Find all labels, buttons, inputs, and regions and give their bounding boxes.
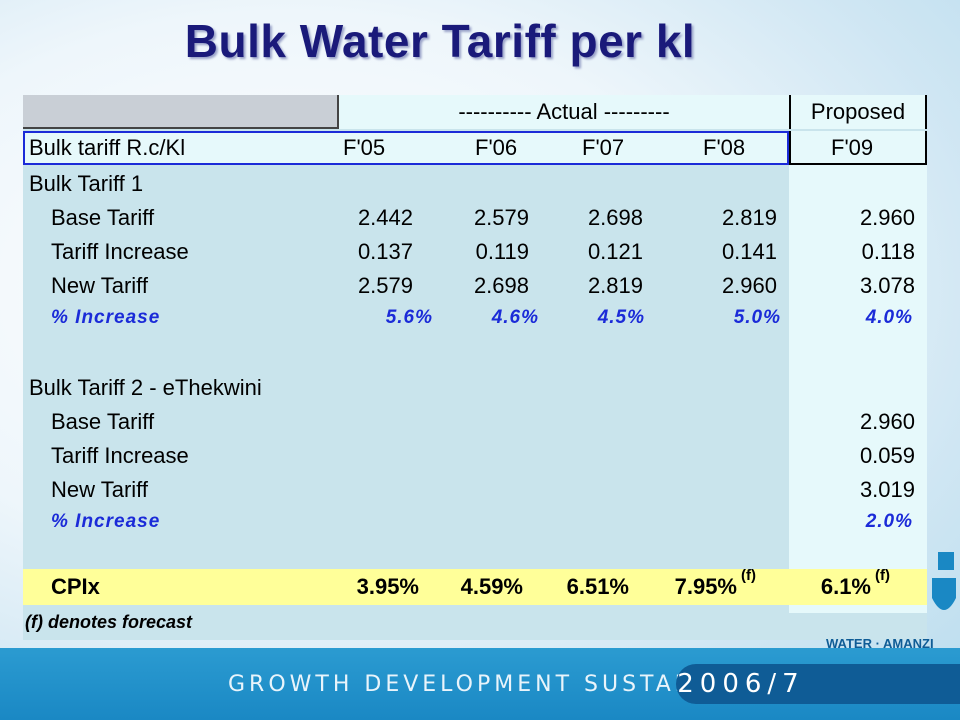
header-proposed-border — [789, 131, 927, 165]
cpix-value: 6.1% — [820, 574, 871, 599]
cell-value: 4.6% — [491, 307, 539, 328]
section-title: Bulk Tariff 2 - eThekwini — [29, 375, 262, 400]
cpix-row: CPIx 3.95% 4.59% 6.51% 7.95% (f) 6.1% (f… — [23, 567, 927, 605]
cpix-value: 4.59% — [460, 574, 523, 599]
table-row: % Increase 5.6% 4.6% 4.5% 5.0% 4.0% — [23, 301, 927, 335]
logo-text: WATER · AMANZI — [826, 636, 934, 651]
header-year: F'09 — [831, 135, 874, 160]
cell-value: 2.579 — [473, 205, 529, 230]
cell-value: 2.698 — [587, 205, 643, 230]
cpix-value: 3.95% — [356, 574, 419, 599]
cell-value: 2.698 — [473, 273, 529, 298]
cell-value: 0.119 — [475, 239, 529, 264]
row-label: Base Tariff — [51, 409, 155, 434]
table-row: Base Tariff 2.442 2.579 2.698 2.819 2.96… — [23, 201, 927, 235]
header-actual: ---------- Actual --------- — [339, 95, 789, 129]
row-label: Tariff Increase — [51, 443, 189, 468]
cell-value: 2.960 — [721, 273, 777, 298]
year-badge: 2006/7 — [676, 664, 806, 704]
header-blank-cell — [23, 95, 339, 129]
page-title-text: Bulk Water Tariff per kl — [184, 15, 696, 67]
tariff-table: ---------- Actual --------- Proposed Bul… — [23, 95, 927, 640]
proposed-column-bg — [789, 165, 927, 613]
cell-value: 2.0% — [865, 511, 913, 532]
cell-value: 2.579 — [357, 273, 413, 298]
table-header-top: ---------- Actual --------- Proposed — [23, 95, 927, 129]
forecast-marker: (f) — [875, 567, 890, 584]
header-year: F'07 — [582, 135, 625, 160]
header-actual-border — [23, 131, 789, 165]
cpix-value: 7.95% — [674, 574, 737, 599]
table-row: Tariff Increase 0.137 0.119 0.121 0.141 … — [23, 235, 927, 269]
cell-value: 3.078 — [859, 273, 915, 298]
forecast-marker: (f) — [741, 567, 756, 584]
cell-value: 4.0% — [865, 307, 913, 328]
cell-value: 2.960 — [859, 205, 915, 230]
table-row: Base Tariff 2.960 — [23, 405, 927, 439]
cell-value: 0.121 — [587, 239, 643, 264]
cpix-value: 6.51% — [566, 574, 629, 599]
water-drop-logo-icon — [932, 552, 956, 610]
row-label: New Tariff — [51, 477, 149, 502]
cell-value: 3.019 — [859, 477, 915, 502]
header-proposed: Proposed — [789, 95, 927, 129]
footnote: (f) denotes forecast — [25, 612, 193, 632]
cell-value: 5.0% — [733, 307, 781, 328]
section-title-row: Bulk Tariff 2 - eThekwini — [23, 371, 927, 405]
header-year: F'05 — [343, 135, 386, 160]
year-band — [806, 664, 960, 704]
cell-value: 2.819 — [721, 205, 777, 230]
row-label: Base Tariff — [51, 205, 155, 230]
section-title: Bulk Tariff 1 — [29, 171, 144, 196]
row-label: New Tariff — [51, 273, 149, 298]
section-title-row: Bulk Tariff 1 — [23, 167, 927, 201]
cell-value: 2.819 — [587, 273, 643, 298]
row-label: % Increase — [51, 511, 161, 532]
table-row: Tariff Increase 0.059 — [23, 439, 927, 473]
page-title: Bulk Water Tariff per kl — [0, 14, 960, 68]
cell-value: 0.059 — [859, 443, 915, 468]
header-row-label: Bulk tariff R.c/Kl — [29, 135, 186, 160]
cell-value: 0.137 — [357, 239, 413, 264]
cell-value: 0.141 — [721, 239, 777, 264]
table-row: New Tariff 3.019 — [23, 473, 927, 507]
row-label: % Increase — [51, 307, 161, 328]
cell-value: 2.442 — [357, 205, 413, 230]
table-row: % Increase 2.0% — [23, 505, 927, 539]
cell-value: 2.960 — [859, 409, 915, 434]
header-year: F'06 — [475, 135, 518, 160]
cell-value: 4.5% — [597, 307, 645, 328]
header-year: F'08 — [703, 135, 746, 160]
cpix-label: CPIx — [51, 574, 100, 599]
row-label: Tariff Increase — [51, 239, 189, 264]
table-header-years: Bulk tariff R.c/Kl F'05 F'06 F'07 F'08 F… — [23, 131, 927, 165]
cell-value: 0.118 — [861, 239, 915, 264]
table-row: New Tariff 2.579 2.698 2.819 2.960 3.078 — [23, 269, 927, 303]
cell-value: 5.6% — [385, 307, 433, 328]
